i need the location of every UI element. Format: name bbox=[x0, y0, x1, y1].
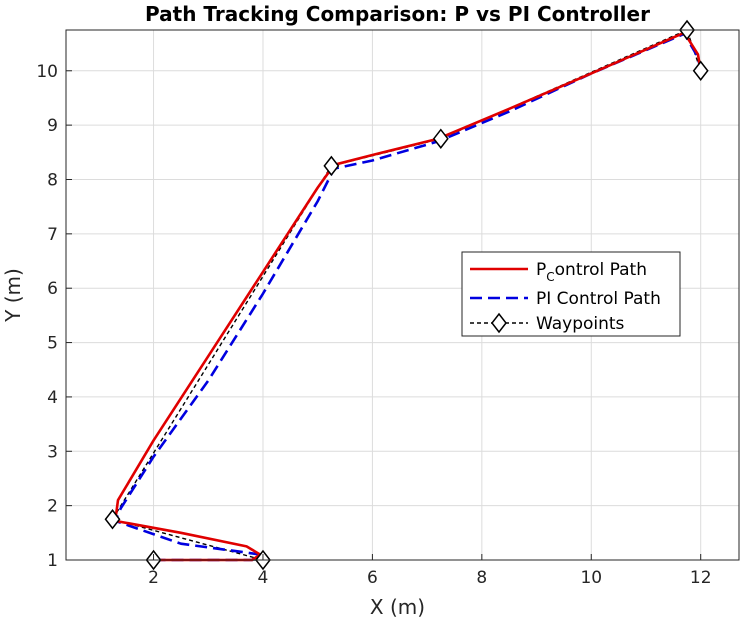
x-tick-label: 2 bbox=[148, 568, 159, 588]
plot-area bbox=[104, 19, 709, 571]
chart-title: Path Tracking Comparison: P vs PI Contro… bbox=[145, 2, 650, 26]
y-axis-label: Y (m) bbox=[1, 268, 25, 323]
x-axis-label: X (m) bbox=[370, 595, 425, 619]
y-tick-label: 2 bbox=[47, 497, 58, 517]
legend-label-main: P bbox=[536, 260, 546, 280]
waypoint-marker bbox=[104, 509, 121, 530]
legend-label-subscript: C bbox=[546, 270, 554, 284]
x-tick-label: 12 bbox=[690, 568, 712, 588]
y-tick-label: 8 bbox=[47, 170, 58, 190]
y-tick-label: 10 bbox=[36, 62, 58, 82]
y-tick-label: 1 bbox=[47, 551, 58, 571]
series-line-0 bbox=[113, 31, 702, 562]
x-tick-label: 6 bbox=[367, 568, 378, 588]
y-tick-label: 4 bbox=[47, 388, 58, 408]
legend-diamond-marker bbox=[491, 312, 507, 334]
legend-label-0: PControl Path bbox=[536, 260, 647, 284]
x-tick-label: 4 bbox=[258, 568, 269, 588]
y-tick-label: 6 bbox=[47, 279, 58, 299]
y-tick-label: 7 bbox=[47, 225, 58, 245]
waypoint-marker bbox=[323, 155, 340, 177]
legend-label-1: PI Control Path bbox=[536, 289, 661, 309]
legend: PControl Path PI Control Path Waypoints bbox=[461, 251, 681, 337]
legend-label-rest: ontrol Path bbox=[555, 260, 647, 280]
y-tick-label: 9 bbox=[47, 116, 58, 136]
y-tick-label: 5 bbox=[47, 334, 58, 354]
waypoint-marker bbox=[432, 128, 449, 149]
legend-label-2: Waypoints bbox=[536, 314, 625, 334]
axes-box bbox=[65, 29, 740, 561]
waypoint-marker bbox=[692, 60, 709, 81]
y-tick-label: 3 bbox=[47, 442, 58, 462]
x-tick-label: 10 bbox=[580, 568, 602, 588]
x-tick-label: 8 bbox=[476, 568, 487, 588]
